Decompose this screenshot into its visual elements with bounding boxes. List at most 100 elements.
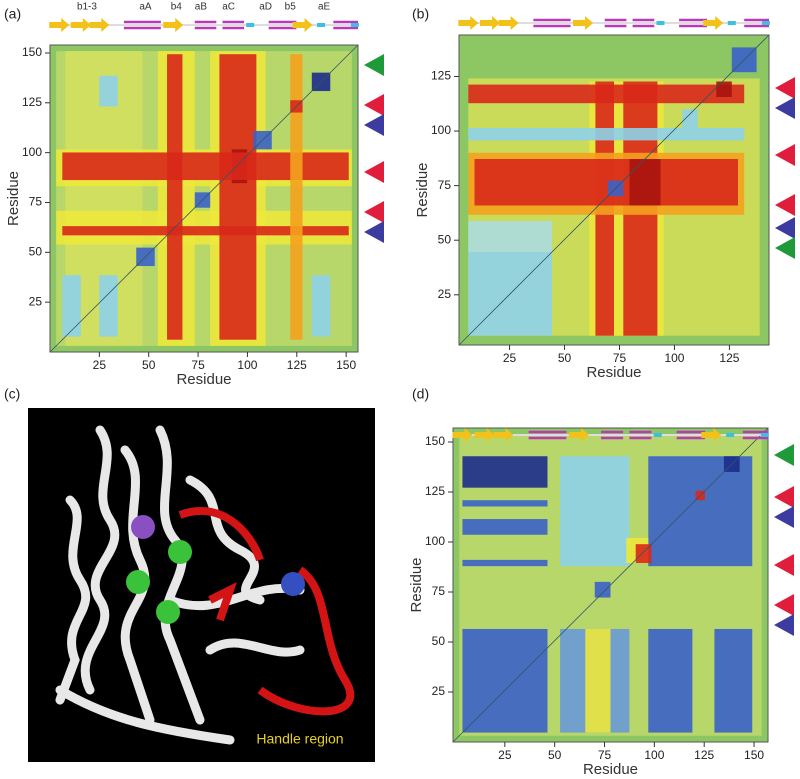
heatmap [458,34,770,346]
heatmap-block [560,456,630,567]
panel-label: (c) [4,386,20,402]
diagonal [458,34,770,346]
y-tick-label: 150 [425,434,445,448]
heatmap-block [716,81,732,97]
y-tick-label: 50 [29,244,43,258]
x-tick-label: 25 [503,351,517,365]
heatmap-block [462,519,548,535]
x-tick-label: 150 [336,358,356,372]
strand-arrow [493,428,514,442]
heatmap-block [462,456,548,488]
heatmap-block [462,628,548,733]
strand-arrow [498,16,519,30]
diagonal [452,427,769,743]
y-tick-label: 25 [29,294,43,308]
heatmap-block [585,628,611,733]
plot-frame [458,34,770,346]
heatmap [452,427,769,743]
x-axis-title: Residue [583,761,638,778]
marker-triangle [364,114,384,136]
heatmap-block [62,226,349,236]
y-tick-label: 100 [425,534,445,548]
heatmap-block [648,628,693,733]
strand-arrow [701,428,722,442]
heatmap [49,44,359,353]
x-tick-label: 125 [287,358,307,372]
helix [194,20,217,30]
x-tick-label: 75 [191,358,205,372]
annotation: Handle region [256,731,343,747]
marker-triangle [774,594,794,616]
x-tick-label: 125 [694,748,714,762]
x-tick-label: 25 [93,358,107,372]
sphere [168,540,192,564]
x-tick-label: 125 [719,351,739,365]
helix [123,20,161,30]
strand-arrow [458,16,479,30]
structure-label: aD [259,2,272,13]
handle-ribbons [178,507,355,716]
heatmap-block [474,159,738,206]
y-axis-title: Residue [414,162,431,217]
plot-frame [452,427,769,743]
marker-triangle [364,94,384,116]
sphere [131,515,155,539]
panel-label: (a) [4,6,21,22]
x-tick-label: 100 [664,351,684,365]
sphere [281,572,305,596]
x-tick-label: 100 [237,358,257,372]
strand-arrow [292,18,313,32]
y-axis-title: Residue [408,557,425,612]
marker-triangle [775,217,795,239]
sphere [156,600,180,624]
y-axis-title: Residue [5,171,22,226]
marker-triangle [364,54,384,76]
strand-arrow [569,428,589,442]
heatmap-block [99,75,118,107]
y-tick-label: 150 [22,45,42,59]
strand-arrow [49,18,70,32]
heatmap-block [648,456,753,567]
y-tick-label: 100 [431,123,451,137]
heatmap-block [219,54,257,340]
heatmap-block [462,500,548,507]
strand-arrow [474,428,495,442]
x-tick-label: 50 [548,748,562,762]
heatmap-block [468,221,552,252]
helix [268,20,297,30]
structure-label: b4 [171,2,183,13]
helix [222,20,245,30]
marker-triangle [364,161,384,183]
y-tick-label: 25 [432,684,446,698]
helix [601,430,624,440]
structure-label: aB [195,2,208,13]
y-tick-label: 50 [432,634,446,648]
y-tick-label: 100 [22,145,42,159]
strand-arrow [480,16,500,30]
panel-label: (b) [412,6,429,22]
structure-label: aC [222,2,235,13]
helix [533,18,571,28]
marker-triangle [775,237,795,259]
panel-label: (d) [412,386,429,402]
structure-label: aA [139,2,152,13]
x-tick-label: 150 [744,748,764,762]
y-tick-label: 125 [431,69,451,83]
marker-triangle [774,614,794,636]
x-tick-label: 75 [598,748,612,762]
heatmap-block [167,54,183,340]
marker-triangle [775,97,795,119]
protein-image: Handle region [28,408,375,762]
y-tick-label: 125 [22,95,42,109]
marker-triangle [774,444,794,466]
sphere [126,570,150,594]
heatmap-block [62,152,349,181]
diagonal [49,44,359,353]
y-tick-label: 75 [432,584,446,598]
helix [604,18,627,28]
structure-label: aE [318,2,331,13]
helix [679,18,707,28]
helix [676,430,705,440]
